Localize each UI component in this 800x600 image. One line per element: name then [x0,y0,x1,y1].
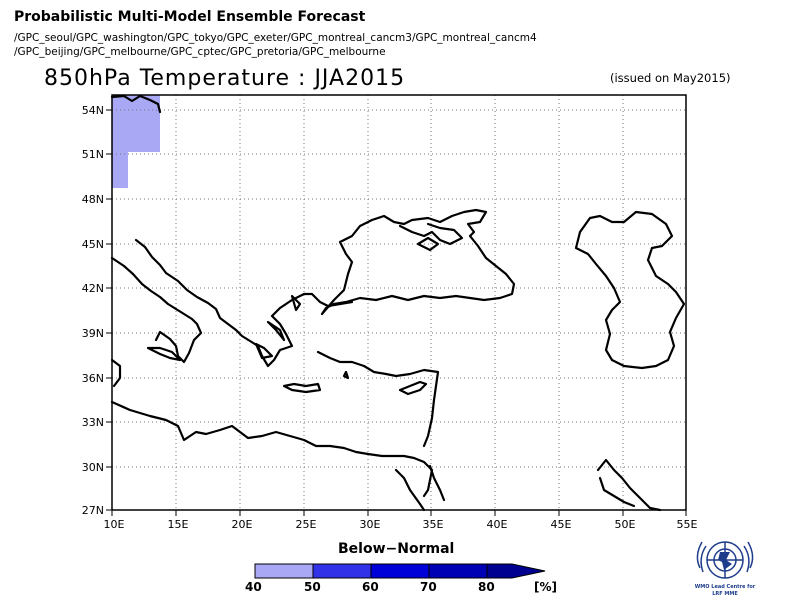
lon-label: 55E [677,518,698,531]
legend-label: 40 [245,580,262,594]
legend-label: 50 [304,580,321,594]
lat-label: 48N [82,193,104,206]
issued-date: (issued on May2015) [610,71,731,85]
lon-label: 45E [551,518,572,531]
logo-caption: LRF MME [712,591,738,597]
page-title: Probabilistic Multi-Model Ensemble Forec… [14,9,366,25]
coastlines [110,94,686,512]
longitude-axis [111,510,687,516]
map-frame [111,94,687,511]
logo-caption: WMO Lead Centre for [694,584,756,590]
lon-label: 30E [360,518,381,531]
lat-label: 33N [82,416,104,429]
graticule [112,95,686,510]
lon-label: 25E [296,518,317,531]
lat-label: 30N [82,461,104,474]
legend-unit: [%] [534,580,557,594]
lat-label: 42N [82,282,104,295]
lat-label: 45N [82,238,104,251]
color-bar-arrow [486,563,546,579]
color-bar-bin [312,563,372,579]
lon-label: 35E [423,518,444,531]
lat-label: 51N [82,148,104,161]
legend-label: 60 [362,580,379,594]
lon-label: 15E [168,518,189,531]
lat-label: 36N [82,372,104,385]
lon-label: 40E [487,518,508,531]
lon-label: 10E [104,518,125,531]
lat-label: 27N [82,504,104,517]
legend-title: Below−Normal [338,541,455,557]
map-title: 850hPa Temperature : JJA2015 [44,66,406,91]
color-bar-bin [254,563,314,579]
legend-label: 70 [420,580,437,594]
below-normal-shading [112,95,160,188]
color-bar-bin [370,563,430,579]
legend-label: 80 [478,580,495,594]
latitude-axis [106,109,112,511]
color-bar [254,563,546,579]
color-bar-bin [428,563,488,579]
lat-label: 54N [82,104,104,117]
model-list-line-1: /GPC_seoul/GPC_washington/GPC_tokyo/GPC_… [14,32,537,44]
lat-label: 39N [82,327,104,340]
wmo-emblem-icon [696,541,754,579]
model-list-line-2: /GPC_beijing/GPC_melbourne/GPC_cptec/GPC… [14,46,386,58]
lon-label: 50E [615,518,636,531]
lon-label: 20E [232,518,253,531]
